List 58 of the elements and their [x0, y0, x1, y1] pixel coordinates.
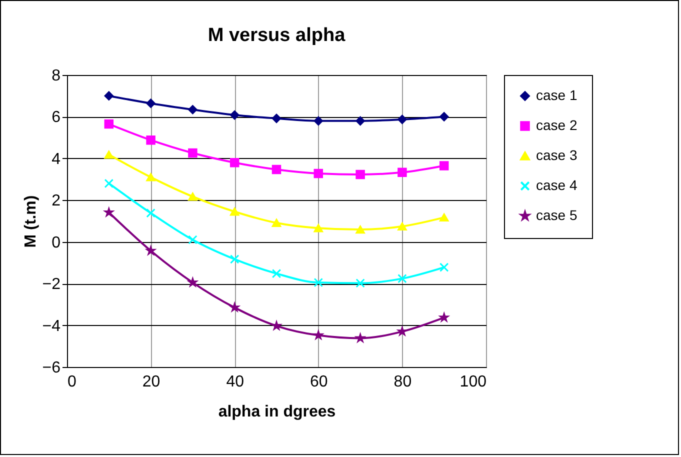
point: [398, 168, 407, 178]
point: [272, 114, 282, 124]
point: [230, 208, 240, 216]
legend-label: case 2: [536, 117, 578, 133]
point: [356, 116, 365, 126]
y-tick-label: −6: [42, 360, 61, 376]
point: [356, 225, 365, 234]
point: [439, 161, 449, 170]
point: [104, 91, 114, 100]
y-tick-label: 0: [52, 234, 61, 252]
point: [230, 158, 240, 168]
point: [439, 213, 449, 222]
point: [188, 235, 198, 244]
point: [439, 112, 449, 122]
x-tick-label: 100: [460, 374, 487, 390]
point: [272, 218, 282, 227]
point: [146, 98, 156, 108]
point: [439, 262, 449, 272]
y-tick-label: −4: [42, 318, 61, 335]
x-tick-label: 0: [68, 374, 76, 390]
x-tick-label: 80: [394, 374, 412, 390]
point: [188, 105, 198, 114]
point: [314, 278, 324, 288]
point: [188, 192, 198, 201]
point: [146, 135, 156, 145]
point: [398, 114, 407, 124]
point: [188, 148, 198, 158]
x-tick-label: 40: [226, 374, 244, 390]
y-tick-label: 2: [52, 192, 61, 210]
point: [356, 170, 365, 180]
point: [104, 178, 114, 188]
point: [104, 150, 114, 159]
point: [314, 116, 324, 126]
legend-label: case 5: [536, 207, 578, 223]
point: [398, 222, 407, 231]
point: [104, 119, 114, 129]
point: [398, 274, 407, 284]
point: [146, 173, 156, 182]
legend-label: case 1: [536, 87, 578, 103]
legend-label: case 3: [536, 147, 578, 163]
y-axis-title: M (t.m): [22, 195, 40, 248]
x-tick-label: 60: [310, 374, 328, 390]
point: [146, 208, 156, 218]
y-tick-label: 4: [52, 150, 61, 168]
point: [314, 224, 324, 232]
point: [272, 268, 282, 278]
point: [230, 254, 240, 264]
chart-title: M versus alpha: [208, 25, 346, 46]
point: [272, 164, 282, 174]
y-tick-label: 6: [52, 109, 61, 126]
legend-label: case 4: [536, 177, 578, 193]
point: [230, 110, 240, 120]
x-tick-label: 20: [142, 374, 160, 390]
y-tick-label: 8: [52, 68, 61, 84]
point: [314, 168, 324, 178]
x-axis-title: alpha in dgrees: [218, 404, 336, 420]
point: [356, 278, 365, 288]
y-tick-label: −2: [42, 276, 61, 294]
